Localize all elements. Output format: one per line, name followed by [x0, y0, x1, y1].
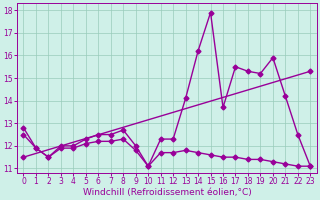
X-axis label: Windchill (Refroidissement éolien,°C): Windchill (Refroidissement éolien,°C) [83, 188, 251, 197]
